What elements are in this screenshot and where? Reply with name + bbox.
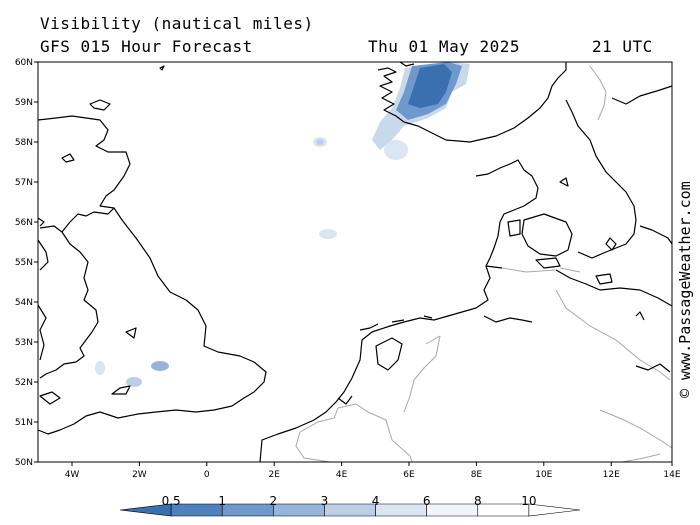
- lon-tick-label: 6E: [403, 470, 415, 480]
- lon-tick-label: 8E: [471, 470, 483, 480]
- forecast-date: Thu 01 May 2025: [368, 37, 520, 56]
- colorbar-label: 6: [423, 494, 431, 508]
- lat-tick-label: 56N: [15, 218, 33, 228]
- lat-tick-label: 55N: [15, 258, 33, 268]
- lon-tick-label: 2W: [132, 470, 147, 480]
- lat-tick-label: 52N: [15, 378, 33, 388]
- lon-tick-label: 4E: [336, 470, 348, 480]
- lat-tick-label: 54N: [15, 298, 33, 308]
- colorbar-segment: [528, 503, 581, 517]
- colorbar-label: 1: [218, 494, 226, 508]
- colorbar: 0.5 1 2 3 4 6 8 10: [119, 494, 581, 517]
- colorbar-label: 10: [521, 494, 536, 508]
- lon-tick-label: 4W: [65, 470, 80, 480]
- forecast-subtitle: GFS 015 Hour Forecast: [40, 37, 253, 56]
- forecast-time: 21 UTC: [592, 37, 653, 56]
- colorbar-label: 4: [372, 494, 380, 508]
- credit-text: © www.PassageWeather.com: [676, 181, 694, 398]
- lat-tick-label: 51N: [15, 418, 33, 428]
- lat-tick-label: 59N: [15, 98, 33, 108]
- lat-tick-label: 57N: [15, 178, 33, 188]
- colorbar-segment: [273, 503, 325, 517]
- lat-tick-label: 53N: [15, 338, 33, 348]
- coastlines: [37, 61, 673, 463]
- map-title: Visibility (nautical miles): [40, 14, 314, 33]
- lat-tick-label: 60N: [15, 58, 33, 68]
- lon-tick-label: 2E: [268, 470, 280, 480]
- colorbar-label: 8: [474, 494, 482, 508]
- country-borders: [295, 65, 673, 463]
- colorbar-segment: [324, 503, 376, 517]
- colorbar-label: 0.5: [162, 494, 181, 508]
- lon-tick-label: 12E: [603, 470, 620, 480]
- colorbar-segment: [375, 503, 427, 517]
- latitude-ticks: 50N 51N 52N 53N 54N 55N 56N 57N 58N 59N 60N: [15, 58, 38, 468]
- lon-tick-label: 14E: [663, 470, 680, 480]
- lat-tick-label: 58N: [15, 138, 33, 148]
- colorbar-label: 3: [321, 494, 329, 508]
- longitude-ticks: 4W 2W 0 2E 4E 6E 8E 10E 12E 14E: [65, 462, 681, 480]
- colorbar-label: 2: [270, 494, 278, 508]
- visibility-shading: [95, 62, 470, 387]
- lat-tick-label: 50N: [15, 458, 33, 468]
- colorbar-segment: [426, 503, 479, 517]
- colorbar-segment: [221, 503, 274, 517]
- lon-tick-label: 10E: [535, 470, 552, 480]
- lon-tick-label: 0: [204, 470, 210, 480]
